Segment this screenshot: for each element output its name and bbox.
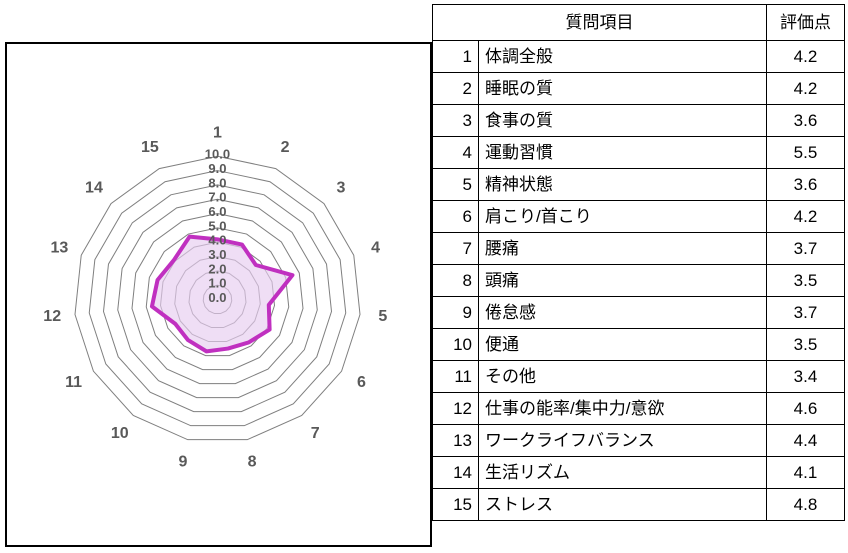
radar-tick-label: 5.0 xyxy=(208,218,226,233)
row-value: 4.6 xyxy=(767,393,845,425)
row-index: 5 xyxy=(433,169,479,201)
row-item: 頭痛 xyxy=(479,265,767,297)
row-index: 15 xyxy=(433,489,479,521)
radar-chart: 0.01.02.03.04.05.06.07.08.09.010.0123456… xyxy=(7,44,430,545)
radar-axis-label: 12 xyxy=(43,307,61,325)
row-value: 4.1 xyxy=(767,457,845,489)
row-value: 3.5 xyxy=(767,265,845,297)
table-row: 6肩こり/首こり4.2 xyxy=(433,201,845,233)
row-index: 14 xyxy=(433,457,479,489)
row-item: 仕事の能率/集中力/意欲 xyxy=(479,393,767,425)
table-row: 2睡眠の質4.2 xyxy=(433,73,845,105)
table-row: 11その他3.4 xyxy=(433,361,845,393)
data-table: 質問項目 評価点 1体調全般4.22睡眠の質4.23食事の質3.64運動習慣5.… xyxy=(432,4,845,521)
table-header-row: 質問項目 評価点 xyxy=(433,5,845,41)
row-value: 3.7 xyxy=(767,297,845,329)
header-item: 質問項目 xyxy=(433,5,767,41)
radar-tick-label: 1.0 xyxy=(208,276,226,291)
table-row: 12仕事の能率/集中力/意欲4.6 xyxy=(433,393,845,425)
radar-axis-label: 5 xyxy=(378,307,387,325)
radar-chart-frame: 0.01.02.03.04.05.06.07.08.09.010.0123456… xyxy=(5,42,432,547)
row-index: 1 xyxy=(433,41,479,73)
table-row: 1体調全般4.2 xyxy=(433,41,845,73)
radar-tick-label: 3.0 xyxy=(208,247,226,262)
row-value: 3.5 xyxy=(767,329,845,361)
row-index: 11 xyxy=(433,361,479,393)
radar-axis-label: 11 xyxy=(65,373,82,391)
radar-tick-label: 4.0 xyxy=(208,233,226,248)
row-value: 5.5 xyxy=(767,137,845,169)
row-value: 4.4 xyxy=(767,425,845,457)
radar-axis-label: 7 xyxy=(311,424,320,442)
table-row: 5精神状態3.6 xyxy=(433,169,845,201)
table-row: 3食事の質3.6 xyxy=(433,105,845,137)
row-value: 4.8 xyxy=(767,489,845,521)
radar-tick-label: 8.0 xyxy=(208,175,226,190)
row-index: 7 xyxy=(433,233,479,265)
header-value: 評価点 xyxy=(767,5,845,41)
row-item: ワークライフバランス xyxy=(479,425,767,457)
row-index: 6 xyxy=(433,201,479,233)
row-index: 4 xyxy=(433,137,479,169)
row-value: 4.2 xyxy=(767,201,845,233)
radar-axis-label: 3 xyxy=(337,179,346,197)
row-index: 3 xyxy=(433,105,479,137)
radar-tick-label: 7.0 xyxy=(208,190,226,205)
table-row: 15ストレス4.8 xyxy=(433,489,845,521)
data-table-frame: 質問項目 評価点 1体調全般4.22睡眠の質4.23食事の質3.64運動習慣5.… xyxy=(432,4,844,521)
radar-axis-label: 10 xyxy=(111,424,129,442)
row-index: 9 xyxy=(433,297,479,329)
row-item: 生活リズム xyxy=(479,457,767,489)
table-row: 13ワークライフバランス4.4 xyxy=(433,425,845,457)
radar-axis-label: 8 xyxy=(248,452,257,470)
radar-tick-label: 0.0 xyxy=(208,290,226,305)
row-item: 睡眠の質 xyxy=(479,73,767,105)
row-index: 10 xyxy=(433,329,479,361)
row-item: 腰痛 xyxy=(479,233,767,265)
radar-tick-label: 10.0 xyxy=(205,147,230,162)
row-item: 運動習慣 xyxy=(479,137,767,169)
row-item: 食事の質 xyxy=(479,105,767,137)
radar-axis-label: 2 xyxy=(281,138,290,156)
radar-tick-label: 6.0 xyxy=(208,204,226,219)
radar-axis-label: 6 xyxy=(357,373,366,391)
row-index: 12 xyxy=(433,393,479,425)
radar-axis-label: 9 xyxy=(178,452,187,470)
row-value: 3.4 xyxy=(767,361,845,393)
table-row: 4運動習慣5.5 xyxy=(433,137,845,169)
radar-tick-label: 2.0 xyxy=(208,261,226,276)
radar-axis-label: 14 xyxy=(85,179,103,197)
radar-axis-label: 15 xyxy=(141,138,159,156)
table-row: 10便通3.5 xyxy=(433,329,845,361)
row-item: 精神状態 xyxy=(479,169,767,201)
table-row: 8頭痛3.5 xyxy=(433,265,845,297)
row-item: 体調全般 xyxy=(479,41,767,73)
radar-axis-label: 4 xyxy=(371,238,380,256)
row-value: 4.2 xyxy=(767,41,845,73)
row-value: 3.7 xyxy=(767,233,845,265)
row-value: 3.6 xyxy=(767,105,845,137)
radar-axis-label: 1 xyxy=(213,124,222,142)
table-row: 14生活リズム4.1 xyxy=(433,457,845,489)
row-index: 8 xyxy=(433,265,479,297)
row-item: 肩こり/首こり xyxy=(479,201,767,233)
radar-axis-label: 13 xyxy=(51,238,69,256)
row-item: 便通 xyxy=(479,329,767,361)
row-item: その他 xyxy=(479,361,767,393)
row-index: 13 xyxy=(433,425,479,457)
row-value: 3.6 xyxy=(767,169,845,201)
row-index: 2 xyxy=(433,73,479,105)
table-row: 7腰痛3.7 xyxy=(433,233,845,265)
row-item: 倦怠感 xyxy=(479,297,767,329)
table-row: 9倦怠感3.7 xyxy=(433,297,845,329)
row-item: ストレス xyxy=(479,489,767,521)
row-value: 4.2 xyxy=(767,73,845,105)
radar-tick-label: 9.0 xyxy=(208,161,226,176)
